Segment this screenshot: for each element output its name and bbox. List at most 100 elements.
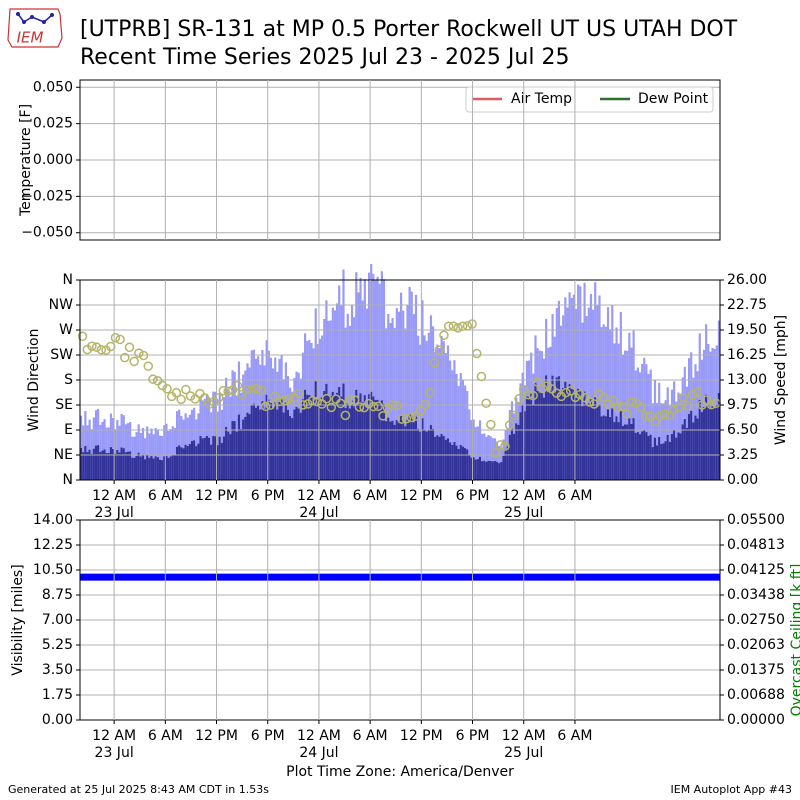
wind-speed-bar (246, 412, 249, 480)
wind-speed-bar (585, 405, 588, 480)
wind-direction-marker (270, 391, 280, 402)
wind-speed-bar (536, 390, 539, 480)
wind-speed-bar (265, 394, 268, 480)
wind-gust-bar (449, 360, 452, 480)
wind-speed-tick-label: 13.00 (727, 372, 767, 388)
wind-speed-bar (515, 423, 518, 480)
x-tick-label: 6 AM (557, 728, 592, 744)
ceiling-tick-label: 0.04813 (727, 537, 785, 553)
wind-gust-bar (146, 426, 149, 480)
wind-speed-bar (675, 437, 678, 480)
wind-gust-bar (459, 373, 462, 480)
wind-direction-marker (162, 384, 172, 394)
wind-direction-marker (697, 400, 707, 410)
wind-speed-bar (336, 392, 339, 480)
wind-speed-bar (547, 391, 550, 480)
wind-speed-bar (461, 446, 465, 480)
wind-speed-bar (617, 422, 620, 480)
temp-tick-label: −0.050 (21, 225, 73, 241)
x-tick-label: 12 AM (297, 728, 341, 744)
wind-direction-marker (256, 385, 266, 395)
wind-speed-bar (604, 416, 607, 480)
wind-speed-bar (99, 451, 102, 480)
wind-direction-marker (434, 345, 445, 355)
wind-speed-bar (237, 414, 241, 480)
wind-direction-marker (152, 376, 163, 386)
wind-gust-bar (628, 332, 631, 480)
wind-speed-bar (184, 444, 187, 480)
wind-gust-bar (97, 408, 100, 480)
wind-direction-marker (232, 380, 243, 391)
ceiling-tick-label: 0.04125 (727, 562, 785, 578)
wind-direction-marker (533, 377, 543, 388)
wind-gust-bar (624, 350, 627, 480)
wind-speed-bar (709, 407, 712, 480)
wind-speed-bar (566, 388, 569, 480)
wind-gust-bar (592, 309, 595, 480)
wind-direction-marker (622, 409, 632, 419)
wind-speed-bar (316, 399, 319, 480)
wind-speed-bar (342, 383, 345, 480)
wind-gust-bar (357, 292, 360, 480)
wind-speed-bar (150, 456, 153, 480)
wind-gust-bar (579, 286, 582, 480)
wind-direction-marker (401, 414, 412, 424)
wind-speed-bar (387, 417, 390, 480)
wind-speed-bar (453, 442, 456, 480)
wind-speed-bar (201, 438, 204, 480)
wind-gust-bar (419, 344, 422, 480)
wind-gust-bar (446, 345, 450, 480)
wind-speed-bar (314, 381, 317, 480)
temp-tick-label: 0.025 (33, 116, 73, 132)
wind-speed-bar (619, 410, 622, 480)
x-tick-label: 12 PM (400, 728, 443, 744)
visibility-tick-label: 7.00 (42, 612, 73, 628)
wind-speed-bar (267, 399, 270, 480)
wind-speed-bar (498, 463, 501, 480)
wind-speed-bar (280, 399, 283, 480)
wind-speed-bar (474, 459, 477, 480)
x-tick-date-label: 23 Jul (95, 505, 134, 521)
wind-speed-bar (615, 416, 618, 480)
wind-speed-bar (167, 457, 170, 480)
wind-speed-bar (440, 434, 443, 480)
temp-tick-label: 0.050 (33, 79, 73, 95)
wind-gust-bar (395, 308, 398, 480)
wind-speed-bar (717, 393, 721, 480)
wind-speed-bar (414, 416, 418, 480)
wind-speed-bar (340, 396, 343, 480)
wind-speed-bar (109, 447, 113, 480)
x-tick-label: 6 AM (148, 488, 183, 504)
wind-speed-bar (338, 386, 341, 480)
x-tick-label: 12 AM (297, 488, 341, 504)
wind-direction-marker (260, 401, 271, 412)
wind-speed-bar (295, 406, 298, 480)
wind-speed-bar (323, 391, 326, 480)
wind-direction-marker (457, 321, 468, 332)
wind-gust-bar (440, 336, 443, 480)
wind-speed-bar (370, 391, 373, 480)
wind-speed-bar (333, 394, 337, 480)
wind-gust-bar (621, 354, 625, 480)
wind-direction-marker (542, 381, 552, 391)
wind-speed-bar (297, 408, 300, 480)
wind-direction-marker (669, 405, 679, 415)
wind-gust-bar (359, 277, 362, 480)
wind-speed-bar (124, 452, 127, 480)
wind-speed-bar (598, 404, 601, 480)
wind-speed-bar (289, 416, 292, 480)
wind-speed-bar (513, 433, 516, 480)
wind-speed-bar (135, 455, 138, 480)
wind-speed-bar (583, 391, 586, 480)
wind-direction-marker (523, 389, 534, 400)
wind-speed-bar (508, 434, 511, 480)
wind-gust-bar (619, 311, 622, 480)
wind-gust-bar (474, 427, 477, 480)
wind-speed-bar (312, 400, 315, 480)
wind-gust-bar (478, 420, 482, 480)
iem-logo-text: IEM (17, 29, 44, 47)
wind-speed-bar (210, 444, 213, 480)
wind-gust-bar (583, 282, 586, 480)
wind-direction-marker (354, 402, 365, 412)
wind-speed-bar (361, 402, 364, 480)
